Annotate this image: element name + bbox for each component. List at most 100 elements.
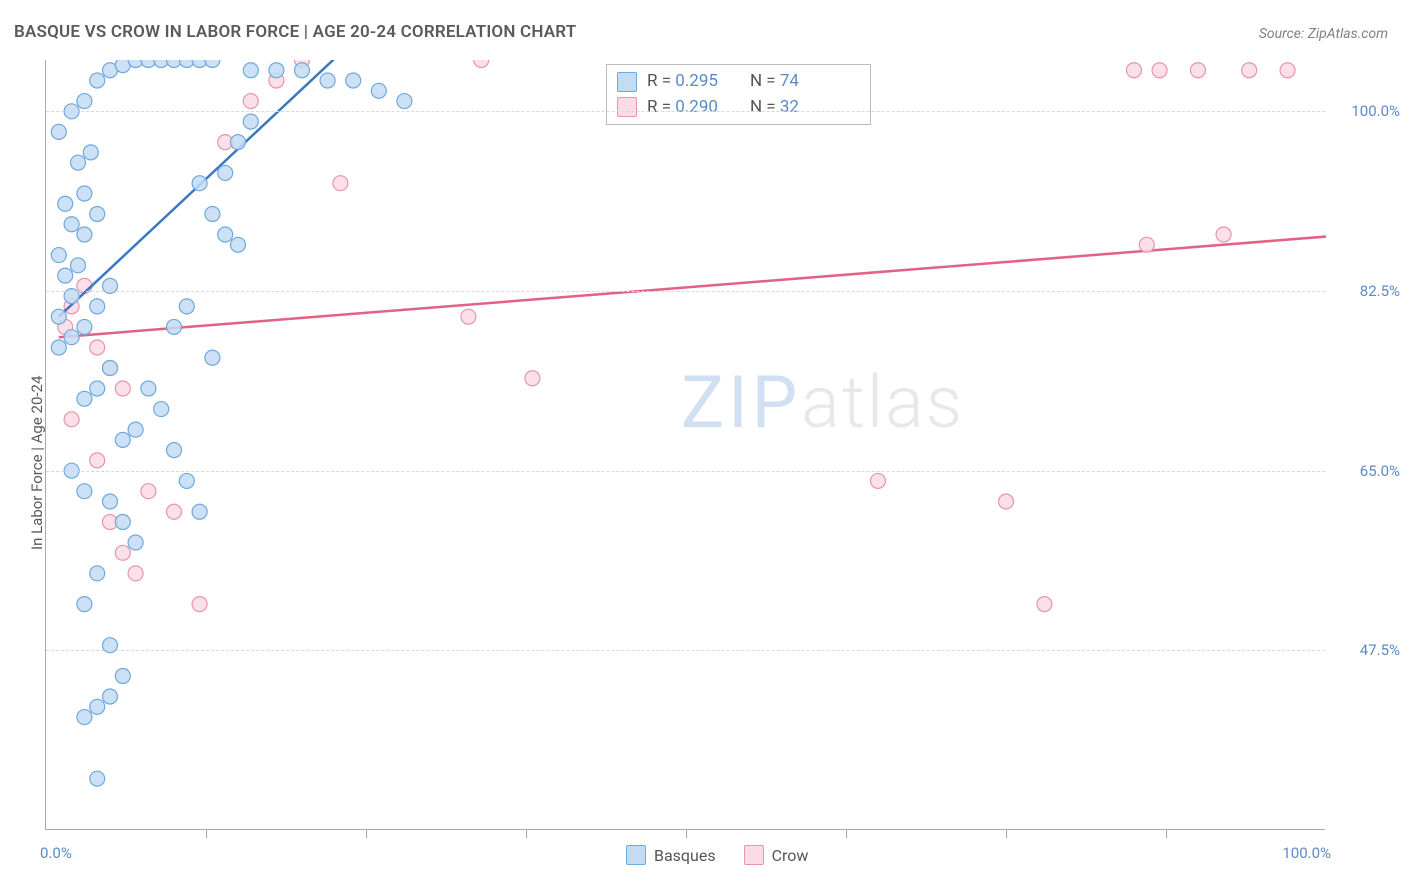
crow-point xyxy=(1242,63,1257,78)
legend-r-crow: 0.290 xyxy=(675,97,718,117)
crow-point xyxy=(1216,227,1231,242)
legend-r-label: R = 0.295 xyxy=(647,69,718,95)
source-label: Source: ZipAtlas.com xyxy=(1259,26,1388,42)
crow-point xyxy=(243,94,258,109)
plot-area: ZIPatlas R = 0.295 N = 74 R = 0.290 N = … xyxy=(45,60,1325,830)
basques-point xyxy=(397,94,412,109)
swatch-crow-icon xyxy=(744,845,764,865)
basques-point xyxy=(231,135,246,150)
basques-point xyxy=(51,340,66,355)
x-tick-mark xyxy=(526,830,527,838)
basques-point xyxy=(231,237,246,252)
basques-point xyxy=(90,771,105,786)
legend-n-label: N = 74 xyxy=(750,69,799,95)
basques-point xyxy=(58,196,73,211)
legend-stats-row-basques: R = 0.295 N = 74 xyxy=(617,69,860,95)
legend-label-crow: Crow xyxy=(772,846,809,865)
gridline-h xyxy=(46,111,1325,112)
basques-point xyxy=(77,391,92,406)
crow-trendline xyxy=(59,235,1352,338)
gridline-h xyxy=(46,471,1325,472)
crow-point xyxy=(461,309,476,324)
basques-point xyxy=(320,73,335,88)
gridline-h xyxy=(46,650,1325,651)
basques-point xyxy=(77,710,92,725)
crow-point xyxy=(999,494,1014,509)
legend-item-crow: Crow xyxy=(744,845,809,865)
basques-point xyxy=(205,207,220,222)
crow-point xyxy=(474,53,489,68)
legend-n-crow: 32 xyxy=(780,97,799,117)
chart-svg xyxy=(46,60,1326,830)
x-tick-mark xyxy=(846,830,847,838)
basques-point xyxy=(192,176,207,191)
basques-point xyxy=(205,350,220,365)
y-tick-label: 100.0% xyxy=(1330,102,1400,120)
basques-point xyxy=(179,473,194,488)
basques-point xyxy=(371,83,386,98)
swatch-basques-icon xyxy=(617,72,637,92)
y-tick-label: 47.5% xyxy=(1330,641,1400,659)
legend-stats-row-crow: R = 0.290 N = 32 xyxy=(617,95,860,121)
crow-point xyxy=(192,597,207,612)
basques-point xyxy=(103,689,118,704)
basques-point xyxy=(167,319,182,334)
basques-point xyxy=(154,402,169,417)
basques-point xyxy=(115,58,130,73)
crow-point xyxy=(871,473,886,488)
y-axis-label: In Labor Force | Age 20-24 xyxy=(28,376,46,550)
crow-point xyxy=(90,453,105,468)
basques-point xyxy=(71,258,86,273)
basques-point xyxy=(90,73,105,88)
basques-point xyxy=(179,299,194,314)
basques-point xyxy=(51,248,66,263)
basques-point xyxy=(295,63,310,78)
basques-point xyxy=(90,381,105,396)
crow-point xyxy=(525,371,540,386)
legend-r-basques: 0.295 xyxy=(675,71,718,91)
basques-point xyxy=(51,124,66,139)
legend-label-basques: Basques xyxy=(654,846,716,865)
basques-point xyxy=(167,443,182,458)
basques-point xyxy=(77,597,92,612)
gridline-h xyxy=(46,291,1325,292)
legend-series: Basques Crow xyxy=(626,845,808,865)
crow-point xyxy=(64,412,79,427)
swatch-basques-icon xyxy=(626,845,646,865)
crow-point xyxy=(1280,63,1295,78)
x-tick-mark xyxy=(206,830,207,838)
x-tick-mark xyxy=(1006,830,1007,838)
basques-point xyxy=(77,319,92,334)
y-tick-label: 65.0% xyxy=(1330,462,1400,480)
swatch-crow-icon xyxy=(617,97,637,117)
basques-point xyxy=(346,73,361,88)
basques-point xyxy=(115,515,130,530)
basques-point xyxy=(83,145,98,160)
legend-item-basques: Basques xyxy=(626,845,716,865)
basques-point xyxy=(90,207,105,222)
crow-point xyxy=(141,484,156,499)
legend-n-basques: 74 xyxy=(780,71,799,91)
basques-point xyxy=(192,504,207,519)
crow-point xyxy=(90,340,105,355)
basques-point xyxy=(205,53,220,68)
basques-point xyxy=(243,63,258,78)
basques-point xyxy=(103,494,118,509)
basques-point xyxy=(218,227,233,242)
basques-point xyxy=(77,94,92,109)
basques-point xyxy=(269,63,284,78)
y-tick-label: 82.5% xyxy=(1330,282,1400,300)
basques-point xyxy=(115,432,130,447)
crow-point xyxy=(1037,597,1052,612)
basques-point xyxy=(64,330,79,345)
basques-point xyxy=(71,155,86,170)
x-tick-mark xyxy=(686,830,687,838)
basques-point xyxy=(58,268,73,283)
x-tick-min: 0.0% xyxy=(40,844,72,862)
basques-point xyxy=(128,535,143,550)
basques-point xyxy=(77,227,92,242)
basques-point xyxy=(218,165,233,180)
legend-n-label: N = 32 xyxy=(750,95,799,121)
crow-point xyxy=(115,381,130,396)
basques-point xyxy=(103,361,118,376)
